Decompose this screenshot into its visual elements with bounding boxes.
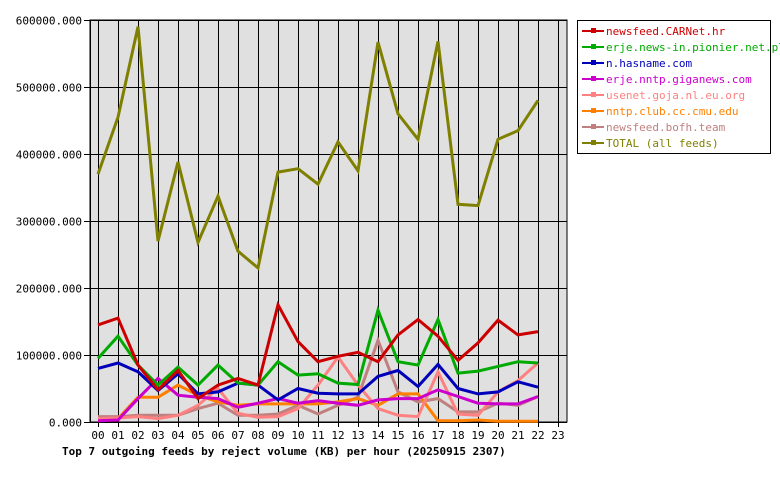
- legend-label: erje.news-in.pionier.net.pl: [606, 40, 780, 54]
- legend-item: erje.news-in.pionier.net.pl: [582, 40, 780, 54]
- x-tick-label: 03: [151, 429, 164, 442]
- legend: newsfeed.CARNet.hr erje.news-in.pionier.n…: [577, 20, 780, 154]
- x-tick-label: 17: [431, 429, 444, 442]
- series-line-erje-nntp-giganews-com: [97, 376, 539, 423]
- legend-item: erje.nntp.giganews.com: [582, 72, 752, 86]
- x-tick-label: 11: [311, 429, 324, 442]
- legend-label: newsfeed.bofh.team: [606, 120, 726, 134]
- legend-item: n.hasname.com: [582, 56, 692, 70]
- x-tick-label: 14: [371, 429, 385, 442]
- legend-line-marker-icon: [582, 44, 604, 49]
- x-tick-label: 02: [131, 429, 144, 442]
- x-tick-label: 23: [551, 429, 564, 442]
- legend-line-marker-icon: [582, 28, 604, 33]
- legend-line-marker-icon: [582, 124, 604, 129]
- x-tick-label: 00: [91, 429, 104, 442]
- x-tick-label: 06: [211, 429, 224, 442]
- x-tick-label: 16: [411, 429, 424, 442]
- y-tick-label: 400000.000: [16, 149, 82, 162]
- x-tick-label: 12: [331, 429, 344, 442]
- x-tick-label: 04: [171, 429, 185, 442]
- x-tick-label: 08: [251, 429, 264, 442]
- legend-line-marker-icon: [582, 92, 604, 97]
- series-line-usenet-goja-nl-eu-org: [97, 354, 539, 421]
- legend-label: n.hasname.com: [606, 56, 693, 70]
- y-tick-label: 200000.000: [16, 283, 82, 296]
- x-tick-label: 15: [391, 429, 404, 442]
- legend-item: usenet.goja.nl.eu.org: [582, 88, 745, 102]
- legend-line-marker-icon: [582, 76, 604, 81]
- series-line-total-all-feeds-: [96, 26, 540, 271]
- x-tick-label: 10: [291, 429, 304, 442]
- x-tick-label: 01: [111, 429, 124, 442]
- legend-label: erje.nntp.giganews.com: [606, 72, 752, 86]
- legend-item: newsfeed.bofh.team: [582, 120, 725, 134]
- x-tick-label: 18: [451, 429, 464, 442]
- legend-label: newsfeed.CARNet.hr: [606, 24, 726, 38]
- x-tick-label: 21: [511, 429, 524, 442]
- legend-item: TOTAL (all feeds): [582, 136, 719, 150]
- x-tick-label: 13: [351, 429, 364, 442]
- y-tick-label: 0.000: [49, 417, 82, 430]
- x-tick-label: 09: [271, 429, 284, 442]
- x-tick-label: 22: [531, 429, 544, 442]
- y-tick-label: 300000.000: [16, 216, 82, 229]
- x-tick-label: 20: [491, 429, 504, 442]
- legend-item: newsfeed.CARNet.hr: [582, 24, 725, 38]
- legend-line-marker-icon: [582, 140, 604, 145]
- legend-line-marker-icon: [582, 60, 604, 65]
- y-tick-label: 500000.000: [16, 82, 82, 95]
- x-tick-label: 05: [191, 429, 204, 442]
- legend-label: usenet.goja.nl.eu.org: [606, 88, 746, 102]
- x-tick-label: 07: [231, 429, 244, 442]
- series-line-n-hasname-com: [97, 361, 539, 402]
- legend-label: TOTAL (all feeds): [606, 136, 719, 150]
- series-line-newsfeed-carnet-hr: [97, 300, 539, 401]
- y-tick-label: 600000.000: [16, 15, 82, 28]
- series-line-erje-news-in-pionier-net-pl: [96, 305, 539, 388]
- chart-title: Top 7 outgoing feeds by reject volume (K…: [62, 445, 506, 458]
- y-tick-label: 100000.000: [16, 350, 82, 363]
- legend-label: nntp.club.cc.cmu.edu: [606, 104, 739, 118]
- legend-item: nntp.club.cc.cmu.edu: [582, 104, 738, 118]
- x-tick-label: 19: [471, 429, 484, 442]
- legend-line-marker-icon: [582, 108, 604, 113]
